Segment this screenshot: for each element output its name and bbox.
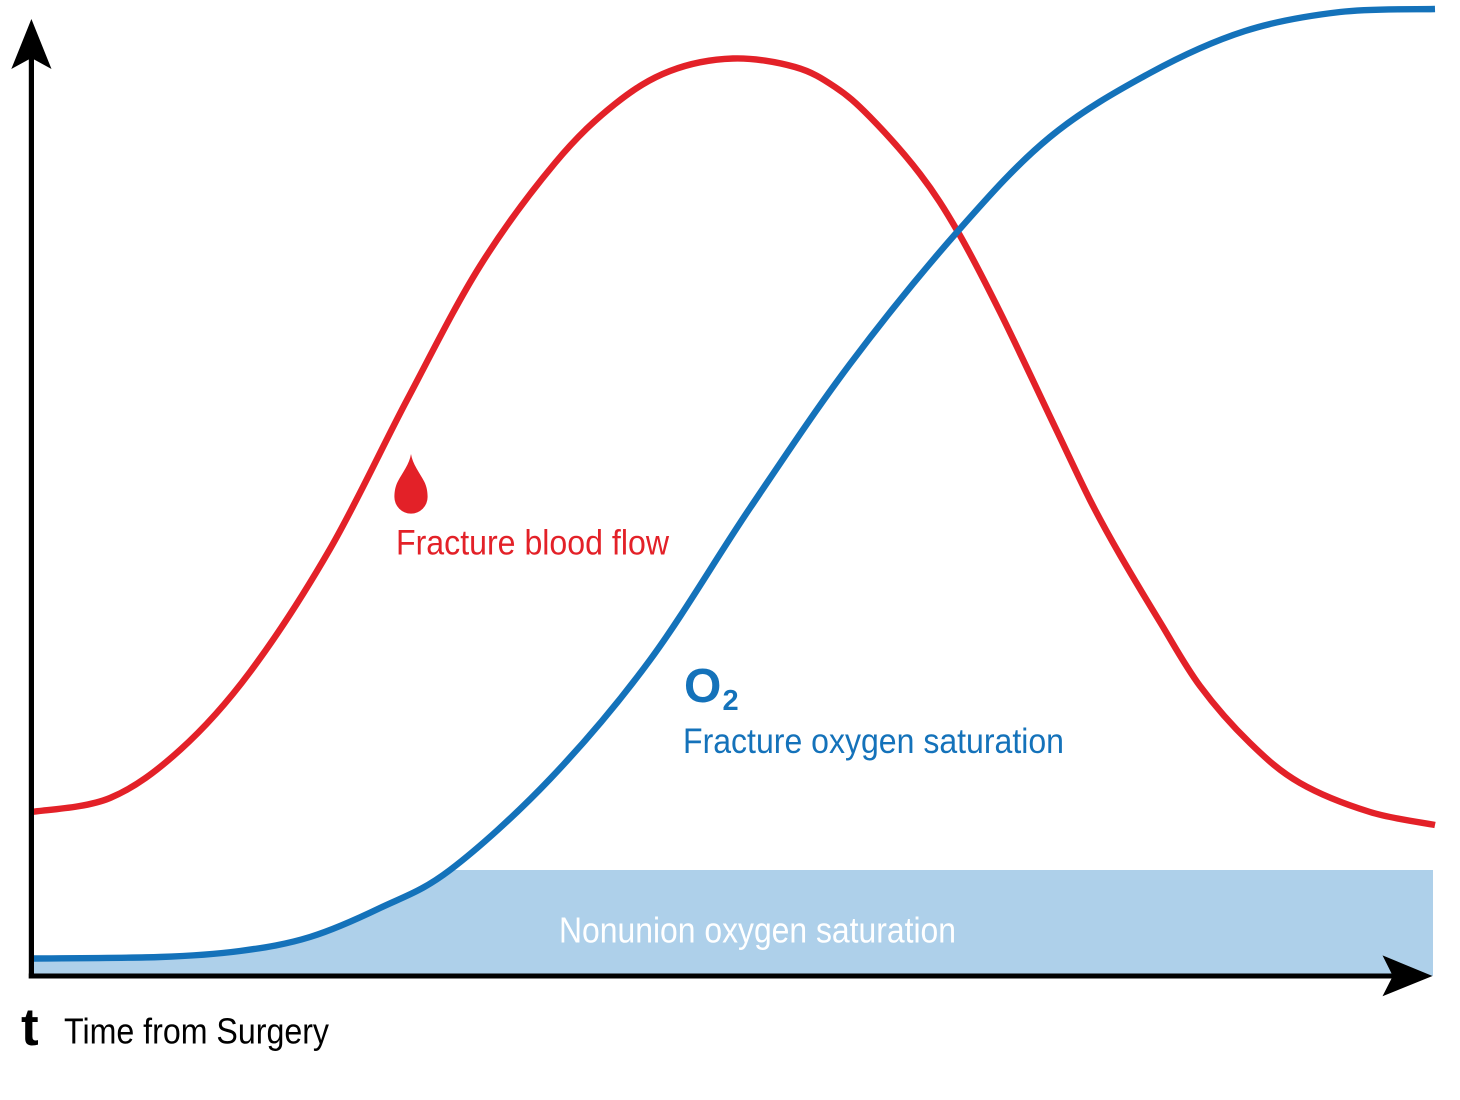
svg-text:t: t xyxy=(21,998,39,1057)
svg-text:Fracture oxygen saturation: Fracture oxygen saturation xyxy=(683,722,1064,761)
svg-text:Nonunion oxygen saturation: Nonunion oxygen saturation xyxy=(559,909,956,950)
svg-text:O: O xyxy=(684,660,721,713)
svg-text:Fracture blood flow: Fracture blood flow xyxy=(396,524,670,563)
svg-text:Time from Surgery: Time from Surgery xyxy=(64,1011,329,1052)
svg-text:2: 2 xyxy=(723,685,739,717)
